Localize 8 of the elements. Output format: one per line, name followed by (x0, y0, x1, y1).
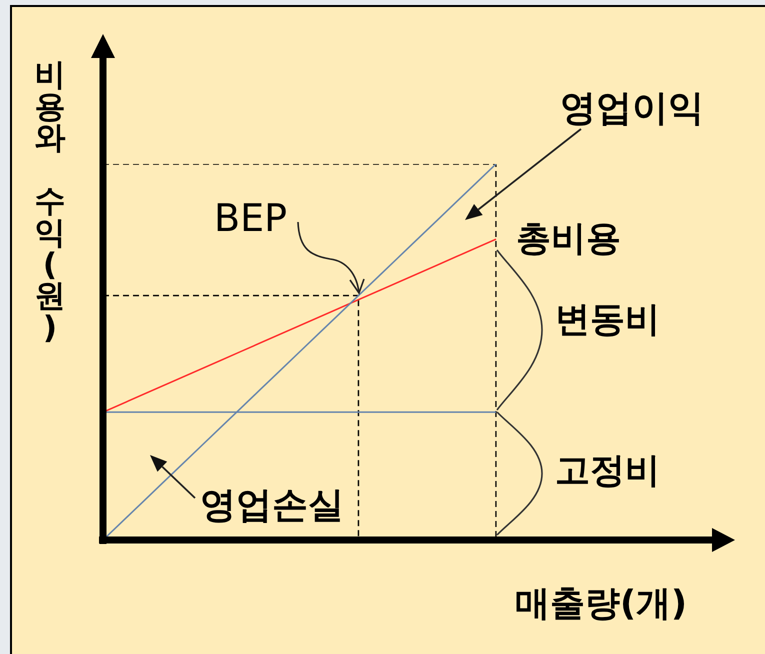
y-axis-title: 비용와 수익(원) (34, 57, 66, 346)
text: 영업이익 (560, 88, 704, 129)
text: 총비용 (516, 219, 621, 259)
annotation: BEP (214, 196, 287, 240)
text: 고정비 (555, 451, 660, 491)
text: 변동비 (555, 300, 660, 340)
x-axis-title: 매출량(개) (515, 584, 687, 624)
annotation: 영업손실 (200, 485, 344, 526)
